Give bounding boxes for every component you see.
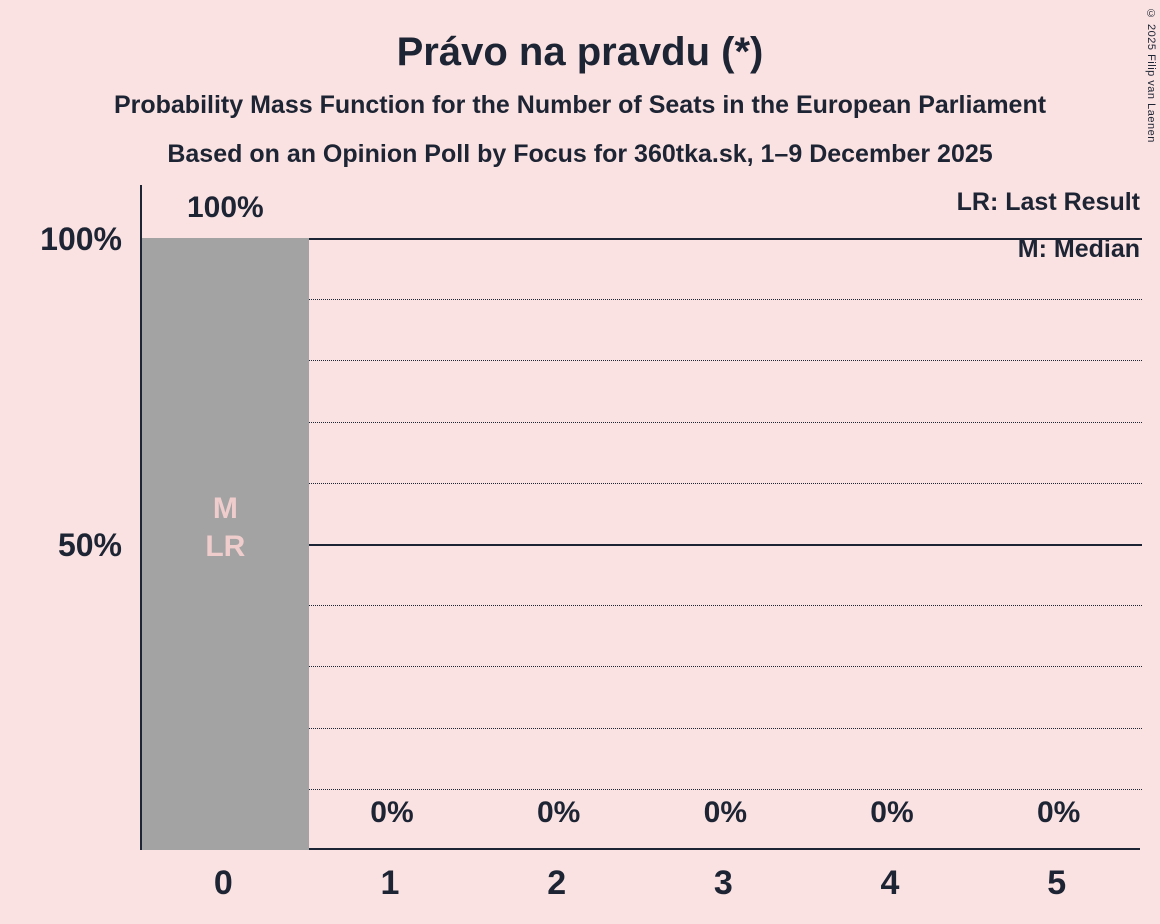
bar-0 (142, 238, 309, 850)
bar-annotation-line: M (212, 492, 238, 525)
legend-last-result: LR: Last Result (956, 188, 1140, 216)
bar-annotation-median-lastresult: M LR (142, 490, 309, 566)
chart-subtitle: Probability Mass Function for the Number… (113, 91, 1047, 119)
y-axis-label-100: 100% (40, 221, 122, 257)
x-axis-labels: 0 1 2 3 4 5 (140, 862, 1140, 912)
x-tick-label-1: 1 (380, 864, 400, 902)
gridline-10 (308, 788, 1142, 790)
x-tick-label-5: 5 (1047, 864, 1067, 902)
bar-annotation-line: LR (205, 530, 246, 563)
x-tick-label-0: 0 (213, 864, 233, 902)
x-tick-label-4: 4 (880, 864, 900, 902)
copyright-notice: © 2025 Filip van Laenen (1145, 8, 1157, 143)
x-tick-label-3: 3 (713, 864, 733, 902)
gridline-30 (308, 666, 1142, 668)
value-label-5: 0% (1036, 796, 1081, 829)
gridline-40 (308, 605, 1142, 607)
gridline-80 (308, 360, 1142, 362)
gridline-60 (308, 482, 1142, 484)
gridline-20 (308, 727, 1142, 729)
value-label-3: 0% (703, 796, 747, 829)
gridline-70 (308, 421, 1142, 423)
value-label-0: 100% (186, 191, 264, 224)
gridline-90 (308, 299, 1142, 301)
plot-area: 100% 0% 0% 0% 0% 0% M LR (140, 185, 1142, 850)
value-label-2: 0% (536, 796, 581, 829)
chart-title: Právo na pravdu (*) (396, 30, 764, 74)
value-label-4: 0% (870, 796, 914, 829)
y-axis-label-50: 50% (57, 527, 122, 563)
x-tick-label-2: 2 (547, 864, 567, 902)
value-label-1: 0% (370, 796, 414, 829)
gridline-50 (308, 544, 1142, 546)
chart-subtitle-2: Based on an Opinion Poll by Focus for 36… (167, 140, 993, 168)
gridline-100 (308, 238, 1142, 240)
